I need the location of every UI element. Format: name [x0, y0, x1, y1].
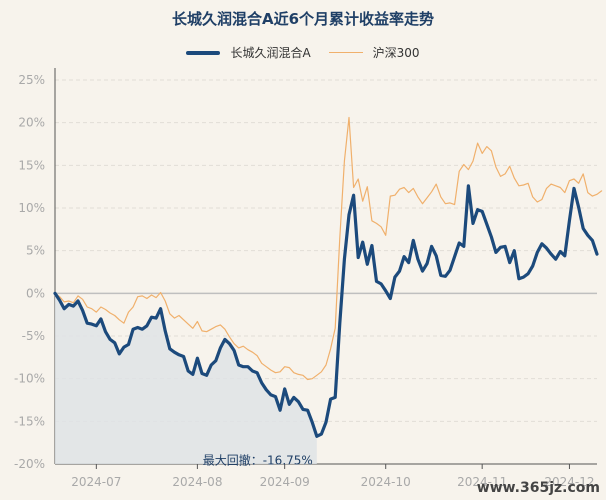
y-tick-label: 20% — [18, 116, 45, 130]
series-line-hs300 — [54, 116, 603, 381]
legend-label-index: 沪深300 — [372, 46, 420, 60]
y-tick-label: -15% — [14, 414, 45, 428]
x-tick-label: 2024-07 — [71, 475, 121, 489]
legend-swatch-index — [328, 51, 363, 54]
y-tick-label: 0% — [26, 286, 45, 300]
y-tick-label: -20% — [14, 457, 45, 471]
legend: 长城久润混合A 沪深300 — [0, 44, 606, 61]
legend-label-fund: 长城久润混合A — [230, 46, 311, 60]
series-line-fund — [53, 184, 599, 438]
chart-title: 长城久润混合A近6个月累计收益率走势 — [171, 10, 435, 28]
site-watermark: www.365jz.com — [476, 480, 600, 496]
y-tick-label: -10% — [14, 372, 45, 386]
series-layer — [53, 116, 603, 438]
x-tick-label: 2024-08 — [172, 475, 222, 489]
y-tick-label: 5% — [26, 244, 45, 258]
x-tick-label: 2024-09 — [260, 475, 310, 489]
drawdown-area-layer — [55, 293, 317, 464]
x-tick-label: 2024-10 — [361, 475, 411, 489]
legend-item-index[interactable]: 沪深300 — [328, 44, 420, 61]
max-drawdown-annotation: 最大回撤：-16.75% — [203, 452, 313, 467]
legend-item-fund[interactable]: 长城久润混合A — [186, 44, 311, 61]
x-tick-label: 2024-12 — [544, 475, 594, 489]
y-tick-label: 10% — [18, 201, 45, 215]
y-tick-label: 15% — [18, 158, 45, 172]
tick-layer: 25% 20% 15% 10% 5% 0% -5% -10% -15% -20% 2024-07 20… — [14, 73, 595, 489]
x-tick-label: 2024-11 — [457, 475, 507, 489]
y-tick-label: -5% — [22, 329, 45, 343]
max-drawdown-area — [55, 293, 317, 464]
legend-swatch-fund — [186, 50, 221, 55]
y-tick-label: 25% — [18, 73, 45, 87]
